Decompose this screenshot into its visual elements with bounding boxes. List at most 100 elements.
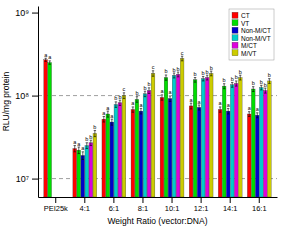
y-tick-label: 10⁸ [15, 91, 29, 101]
error-bar [119, 100, 121, 105]
error-bar-line [123, 93, 125, 99]
letter-label: b [239, 69, 242, 75]
x-tick: 12:1 [194, 197, 209, 213]
error-bar-line [206, 75, 208, 80]
error-bar [132, 107, 134, 112]
bar [193, 80, 197, 197]
legend-swatch [232, 12, 238, 18]
error-bar-line [260, 85, 262, 90]
x-axis-title: Weight Ratio (vector:DNA) [108, 216, 208, 226]
bar [238, 78, 242, 197]
error-bar-line [190, 103, 192, 109]
x-tick-mark [55, 197, 56, 203]
error-bar [48, 61, 50, 64]
error-bar [190, 103, 192, 109]
x-tick-label: 12:1 [194, 204, 209, 213]
bar [251, 89, 255, 197]
letter-label: a [256, 106, 260, 112]
letter-label: b [194, 71, 197, 77]
legend: CTVTNon-M/CTNon-M/VTM/CTM/VT [229, 9, 274, 60]
error-bar-line [264, 88, 266, 93]
letter-label: b [93, 124, 96, 130]
x-tick: 4:1 [80, 197, 90, 213]
error-bar [82, 152, 84, 160]
letter-label: b [135, 90, 138, 96]
error-bar-line [119, 100, 121, 105]
error-bar-line [90, 140, 92, 145]
bar [106, 114, 110, 197]
error-bar-line [82, 152, 84, 160]
letter-label: a [160, 88, 164, 94]
error-bar-line [165, 75, 167, 80]
bar [209, 73, 213, 197]
x-tick: 6:1 [109, 197, 119, 213]
x-tick: 14:1 [223, 197, 238, 213]
bar [176, 74, 180, 197]
error-bar-line [136, 97, 138, 103]
bar [93, 133, 97, 197]
error-bar [94, 130, 96, 136]
error-bar [177, 72, 179, 77]
letter-label: a [168, 89, 172, 95]
letter-label: a [139, 102, 143, 108]
error-bar-line [103, 116, 105, 122]
bar [172, 75, 176, 197]
error-bar [194, 78, 196, 83]
letter-label: a [131, 100, 135, 106]
error-bar-line [173, 73, 175, 78]
error-bar [161, 95, 163, 100]
y-axis-title: RLU/mg protein [1, 71, 11, 131]
x-axis: PEI25k4:16:18:110:112:114:116:1 [39, 197, 278, 213]
error-bar-line [268, 79, 270, 84]
bar [263, 91, 267, 197]
x-tick-mark [84, 197, 85, 203]
legend-item: Non-M/VT [232, 35, 271, 42]
legend-label: VT [241, 20, 249, 27]
error-bar [44, 58, 46, 61]
letter-label: b [202, 70, 205, 76]
bar [131, 109, 135, 197]
letter-label: c [152, 64, 155, 70]
bar [77, 150, 81, 197]
legend-label: M/VT [241, 50, 257, 57]
error-bar-line [169, 96, 171, 101]
y-tick-label: 10⁷ [16, 174, 29, 184]
letter-label: a [190, 97, 194, 103]
x-tick-label: 6:1 [109, 204, 119, 213]
error-bar [223, 84, 225, 89]
letter-label: a [106, 105, 110, 111]
error-bar-line [161, 95, 163, 100]
bar [218, 109, 222, 197]
bar [222, 86, 226, 197]
error-bar [140, 108, 142, 114]
bar [143, 94, 147, 197]
letter-label: a [81, 145, 85, 151]
letter-label: b [173, 67, 176, 73]
error-bar [181, 56, 183, 61]
bar [197, 107, 201, 197]
y-tick: 10⁸ [15, 91, 38, 101]
bar [110, 122, 114, 197]
letter-label: b [89, 134, 92, 140]
letters: aaaaaaaaaaabbbbbaaaaaaabbbbbbbbbbbbbbbcc… [44, 50, 271, 152]
error-bar-line [44, 58, 46, 61]
bars [44, 56, 271, 197]
bar [189, 106, 193, 197]
x-tick-label: 8:1 [138, 204, 148, 213]
letter-label: b [260, 79, 263, 85]
error-bar-line [194, 78, 196, 83]
error-bar [252, 87, 254, 92]
error-bar [206, 75, 208, 80]
bar [118, 103, 122, 197]
x-tick-label: 14:1 [223, 204, 238, 213]
y-axis-line [38, 7, 39, 198]
y-tick: 10⁹ [15, 8, 38, 18]
error-bar-line [202, 76, 204, 81]
legend-label: M/CT [241, 42, 257, 49]
x-tick-label: PEI25k [44, 204, 68, 213]
letter-label: a [219, 100, 223, 106]
error-bar-line [86, 143, 88, 149]
x-tick-mark [113, 197, 114, 203]
error-bar [152, 71, 154, 76]
letter-label: b [235, 74, 238, 80]
